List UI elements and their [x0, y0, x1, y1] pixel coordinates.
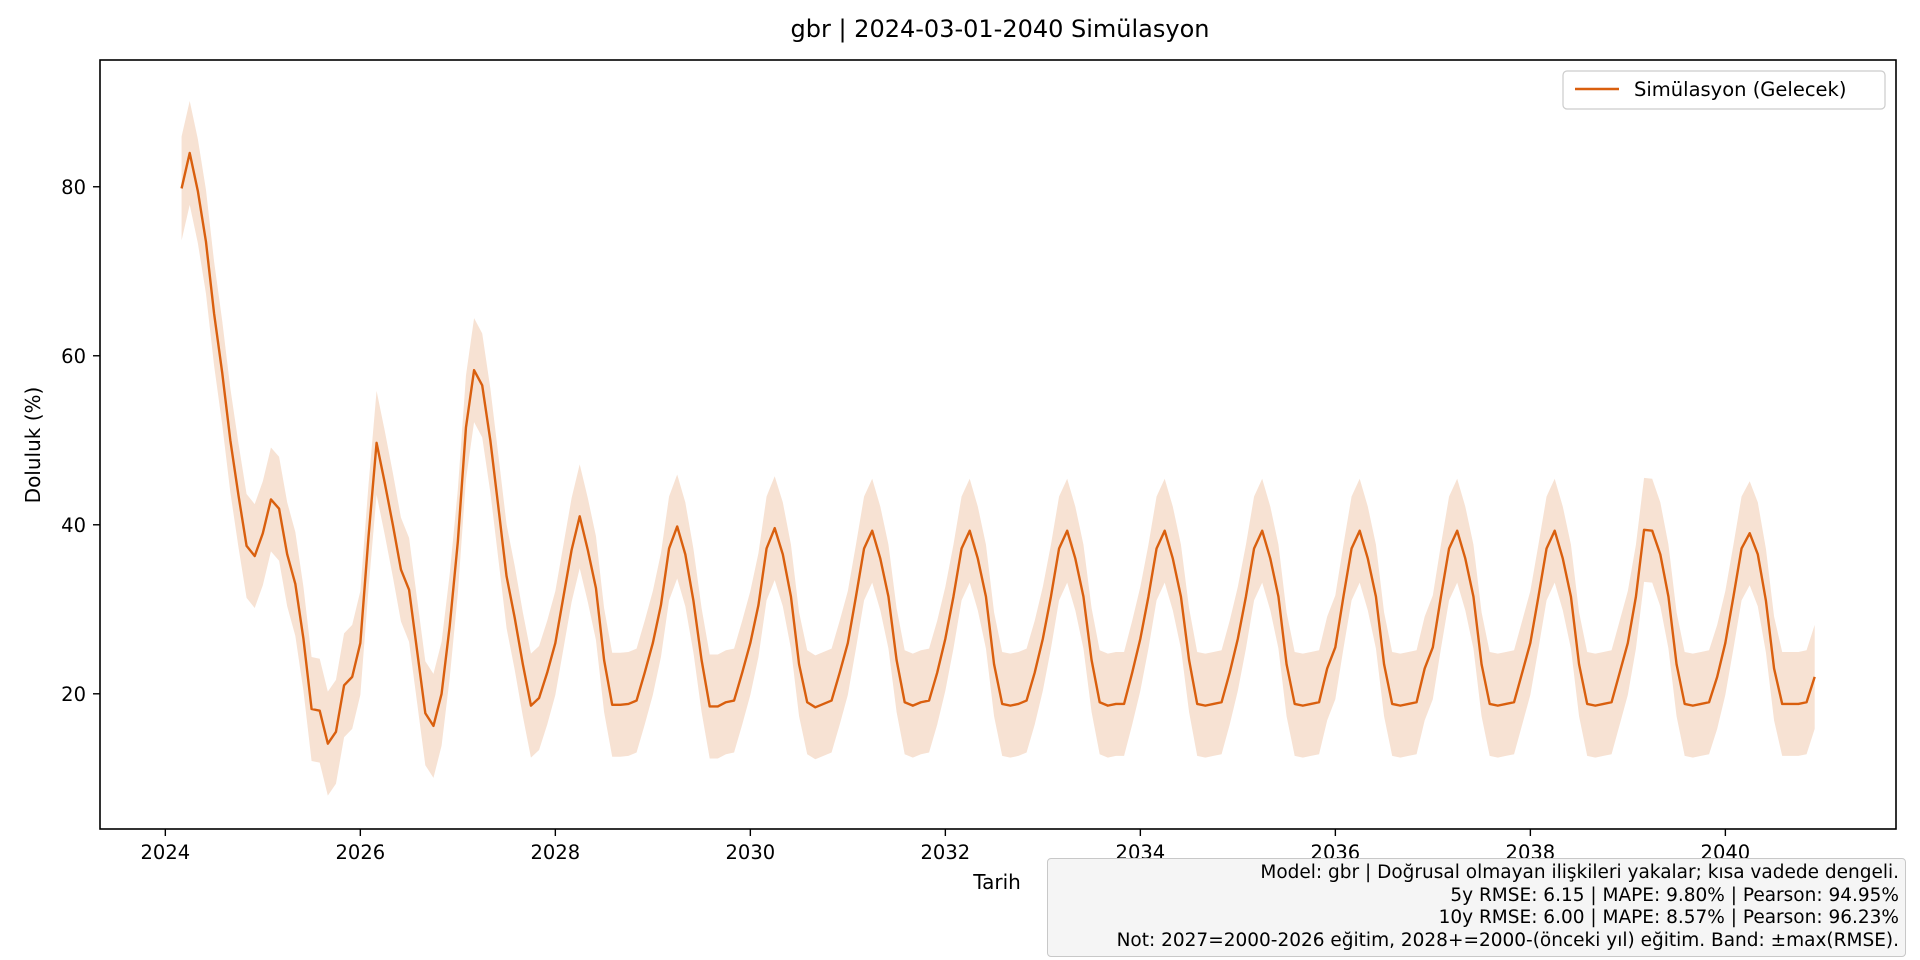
x-tick-label: 2030 — [726, 841, 776, 864]
confidence-band — [181, 100, 1815, 796]
plot-layer — [180, 100, 1816, 796]
series-line-simulasyon — [180, 151, 1816, 745]
y-tick-label: 40 — [61, 514, 86, 537]
plot-frame — [99, 59, 1897, 830]
y-axis-label: Doluluk (%) — [21, 387, 45, 504]
x-axis-label: Tarih — [972, 870, 1021, 894]
x-tick-label: 2026 — [336, 841, 386, 864]
info-model-line: Model: gbr | Doğrusal olmayan ilişkileri… — [1260, 862, 1899, 883]
info-note: Not: 2027=2000-2026 eğitim, 2028+=2000-(… — [1116, 929, 1899, 951]
x-tick-label: 2028 — [531, 841, 581, 864]
model-info-box: Model: gbr | Doğrusal olmayan ilişkileri… — [1047, 858, 1906, 957]
y-axis-ticks: 20 40 60 80 — [61, 176, 100, 706]
legend-label: Simülasyon (Gelecek) — [1634, 78, 1846, 101]
info-5y-metrics: 5y RMSE: 6.15 | MAPE: 9.80% | Pearson: 9… — [1450, 884, 1899, 906]
y-tick-label: 20 — [61, 683, 86, 706]
chart-title: gbr | 2024-03-01-2040 Simülasyon — [791, 15, 1210, 43]
x-tick-label: 2024 — [141, 841, 191, 864]
x-tick-label: 2032 — [921, 841, 971, 864]
info-10y-metrics: 10y RMSE: 6.00 | MAPE: 8.57% | Pearson: … — [1438, 907, 1899, 928]
legend: Simülasyon (Gelecek) — [1562, 70, 1886, 110]
y-tick-label: 60 — [61, 345, 86, 368]
y-tick-label: 80 — [61, 176, 86, 199]
legend-frame — [1562, 70, 1886, 110]
